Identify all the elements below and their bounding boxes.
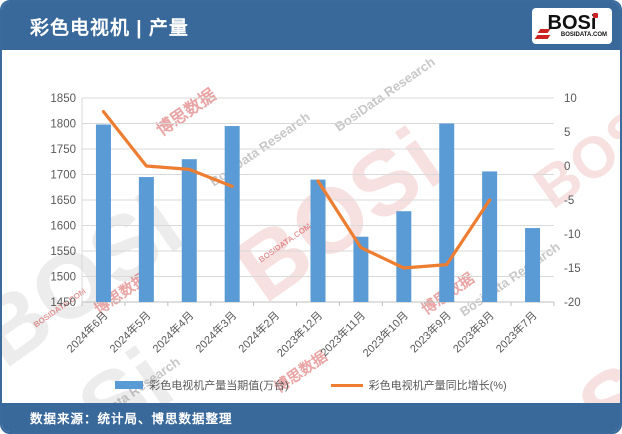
line-series-swatch-icon xyxy=(330,383,363,387)
x-axis-category-label: 2023年10月 xyxy=(360,308,411,359)
bosi-logo: BOSi BOSIDATA.COM xyxy=(532,8,612,44)
left-axis-tick-label: 1550 xyxy=(50,246,76,258)
legend-label: 彩色电视机产量同比增长(%) xyxy=(368,380,507,392)
left-axis-tick-label: 1800 xyxy=(50,119,76,131)
right-axis-tick-label: 10 xyxy=(564,93,577,105)
header-bar: 彩色电视机 | 产量 BOSi BOSIDATA.COM xyxy=(2,2,620,50)
growth-line xyxy=(101,109,234,188)
production-bar xyxy=(396,211,412,302)
logo-dot-icon xyxy=(593,13,598,18)
production-bar xyxy=(525,228,541,302)
logo-domain-text: BOSIDATA.COM xyxy=(560,32,607,38)
chart-area: 1850 1800 1750 1700 1650 1600 1550 1500 1450 10 5 0… xyxy=(2,52,620,408)
production-bar xyxy=(95,124,111,303)
left-axis-tick-label: 1500 xyxy=(50,272,76,284)
bar-series-swatch-icon xyxy=(115,381,144,389)
x-axis-category-label: 2023年12月 xyxy=(274,308,325,359)
x-axis-category-label: 2024年2月 xyxy=(235,308,282,355)
right-axis-tick-label: 5 xyxy=(564,127,570,139)
logo-stripe-icon xyxy=(534,35,551,39)
x-axis-category-label: 2023年9月 xyxy=(407,308,454,355)
left-axis-tick-label: 1650 xyxy=(50,195,76,207)
production-bar xyxy=(310,179,326,302)
logo-brand-text: BOSi xyxy=(547,12,597,34)
production-bar xyxy=(138,177,154,302)
footer-bar: 数据来源：统计局、博思数据整理 xyxy=(2,403,620,432)
data-source-text: 数据来源：统计局、博思数据整理 xyxy=(30,412,233,426)
x-axis-category-label: 2024年6月 xyxy=(63,308,110,355)
x-axis-category-label: 2024年3月 xyxy=(192,308,239,355)
legend-label: 彩色电视机产量当期值(万台) xyxy=(149,380,289,392)
legend-item-bar-series: 彩色电视机产量当期值(万台) xyxy=(115,377,289,393)
production-bar xyxy=(482,171,498,302)
x-axis-category-label: 2024年4月 xyxy=(149,308,196,355)
legend-item-line-series: 彩色电视机产量同比增长(%) xyxy=(330,377,507,393)
left-axis-tick-label: 1850 xyxy=(50,93,76,105)
left-axis-tick-label: 1700 xyxy=(50,170,76,182)
right-axis-tick-label: -5 xyxy=(564,195,574,207)
right-axis-tick-label: 0 xyxy=(564,161,570,173)
production-chart: 1850 1800 1750 1700 1650 1600 1550 1500 1450 10 5 0… xyxy=(50,93,581,360)
right-axis-tick-label: -10 xyxy=(564,229,581,241)
x-axis-category-label: 2023年7月 xyxy=(493,308,540,355)
right-axis-tick-label: -15 xyxy=(564,263,581,275)
x-axis-category-label: 2024年5月 xyxy=(106,308,153,355)
production-bar xyxy=(439,123,455,302)
production-bar xyxy=(224,126,240,302)
page-title: 彩色电视机 | 产量 xyxy=(30,17,189,39)
production-bar xyxy=(353,236,369,302)
right-axis-tick-label: -20 xyxy=(564,297,581,309)
left-axis-tick-label: 1750 xyxy=(50,144,76,156)
left-axis-tick-label: 1450 xyxy=(50,297,76,309)
left-axis-tick-label: 1600 xyxy=(50,221,76,233)
chart-legend: 彩色电视机产量当期值(万台) 彩色电视机产量同比增长(%) xyxy=(2,374,620,396)
growth-line xyxy=(316,179,492,270)
production-bar xyxy=(181,159,197,302)
x-axis-category-label: 2023年8月 xyxy=(450,308,497,355)
